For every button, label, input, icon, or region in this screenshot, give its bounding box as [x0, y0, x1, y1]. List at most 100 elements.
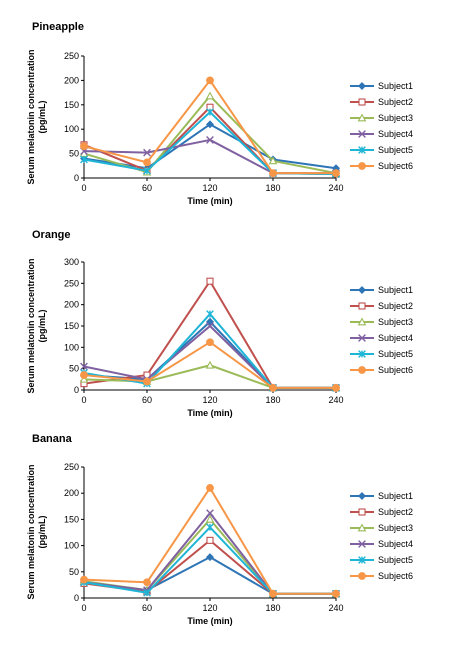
- legend-marker: [357, 523, 367, 532]
- legend-item: Subject6: [350, 571, 413, 581]
- x-tick-label: 0: [81, 395, 86, 405]
- y-tick-label: 50: [69, 364, 79, 374]
- data-point: [206, 322, 214, 330]
- data-point: [143, 588, 151, 597]
- data-point: [269, 589, 277, 598]
- legend-item: Subject3: [350, 113, 413, 123]
- series-subject4: [80, 136, 340, 178]
- x-tick-label: 180: [265, 603, 280, 613]
- x-tick-label: 180: [265, 183, 280, 193]
- series-line: [83, 123, 337, 170]
- data-point: [206, 553, 214, 562]
- legend-marker: [358, 146, 366, 154]
- legend-label: Subject5: [378, 349, 413, 359]
- data-point: [143, 166, 151, 175]
- data-point: [80, 575, 88, 584]
- y-axis-title: Serum melatonin concentration(pg/mL): [26, 258, 47, 393]
- legend-marker: [358, 130, 366, 138]
- legend-marker: [358, 508, 366, 516]
- legend-label: Subject1: [378, 491, 413, 501]
- data-point: [80, 362, 88, 371]
- panel-title: Orange: [32, 229, 71, 241]
- data-point: [205, 360, 215, 369]
- legend-item: Subject2: [350, 97, 413, 107]
- series-line: [83, 364, 336, 389]
- panel-title: Pineapple: [32, 21, 84, 33]
- x-tick-label: 0: [81, 183, 86, 193]
- series-subject6: [80, 484, 340, 598]
- y-tick-label: 0: [74, 593, 79, 603]
- y-tick-label: 0: [74, 173, 79, 183]
- legend-marker: [358, 572, 366, 580]
- y-tick-label: 250: [64, 462, 79, 472]
- legend-item: Subject1: [350, 491, 413, 501]
- legend-marker: [358, 302, 366, 310]
- x-tick-label: 120: [202, 183, 217, 193]
- legend-item: Subject1: [350, 81, 413, 91]
- y-axis-title: Serum melatonin concentration(pg/mL): [26, 464, 47, 599]
- data-point: [206, 120, 214, 129]
- y-tick-label: 300: [64, 257, 79, 267]
- legend-item: Subject3: [350, 523, 413, 533]
- data-point: [79, 374, 89, 383]
- legend-marker: [358, 162, 366, 170]
- legend-label: Subject3: [378, 113, 413, 123]
- legend-marker: [358, 82, 366, 90]
- data-point: [206, 523, 214, 532]
- y-tick-label: 50: [69, 149, 79, 159]
- panel-orange: Orange Serum melatonin concentration(pg/…: [26, 229, 413, 418]
- legend-label: Subject4: [378, 539, 413, 549]
- legend-marker: [358, 556, 366, 564]
- x-tick-label: 60: [142, 183, 152, 193]
- data-point: [268, 156, 278, 165]
- legend-marker: [357, 317, 367, 326]
- x-axis-title: Time (min): [187, 616, 232, 626]
- legend-label: Subject6: [378, 365, 413, 375]
- legend-label: Subject1: [378, 81, 413, 91]
- x-tick-label: 0: [81, 603, 86, 613]
- legend-item: Subject3: [350, 317, 413, 327]
- legend-label: Subject1: [378, 285, 413, 295]
- data-point: [269, 169, 277, 178]
- y-tick-label: 100: [64, 342, 79, 352]
- y-tick-label: 200: [64, 300, 79, 310]
- legend-label: Subject3: [378, 523, 413, 533]
- x-tick-label: 180: [265, 395, 280, 405]
- x-tick-label: 240: [328, 395, 343, 405]
- legend-marker: [358, 540, 366, 548]
- x-tick-label: 60: [142, 603, 152, 613]
- legend-label: Subject5: [378, 555, 413, 565]
- legend-item: Subject5: [350, 349, 413, 359]
- legend-marker: [358, 366, 366, 374]
- data-point: [143, 158, 151, 167]
- data-point: [206, 136, 214, 144]
- legend-label: Subject6: [378, 571, 413, 581]
- x-tick-label: 120: [202, 603, 217, 613]
- data-point: [332, 383, 340, 392]
- data-point: [332, 589, 340, 598]
- data-point: [269, 383, 277, 392]
- legend-item: Subject4: [350, 129, 413, 139]
- x-tick-label: 240: [328, 183, 343, 193]
- legend-marker: [358, 98, 366, 106]
- data-point: [80, 155, 88, 164]
- y-tick-label: 0: [74, 385, 79, 395]
- y-tick-label: 150: [64, 514, 79, 524]
- data-point: [205, 91, 215, 100]
- data-point: [80, 142, 88, 151]
- y-tick-label: 50: [69, 567, 79, 577]
- y-tick-label: 100: [64, 124, 79, 134]
- data-point: [206, 338, 214, 347]
- data-point: [206, 108, 214, 117]
- data-point: [205, 514, 215, 523]
- y-tick-label: 250: [64, 51, 79, 61]
- series-line: [83, 280, 336, 389]
- x-tick-label: 60: [142, 395, 152, 405]
- y-tick-label: 150: [64, 321, 79, 331]
- legend-label: Subject2: [378, 507, 413, 517]
- legend-item: Subject6: [350, 161, 413, 171]
- legend-item: Subject4: [350, 333, 413, 343]
- y-tick-label: 200: [64, 75, 79, 85]
- data-point: [143, 578, 151, 587]
